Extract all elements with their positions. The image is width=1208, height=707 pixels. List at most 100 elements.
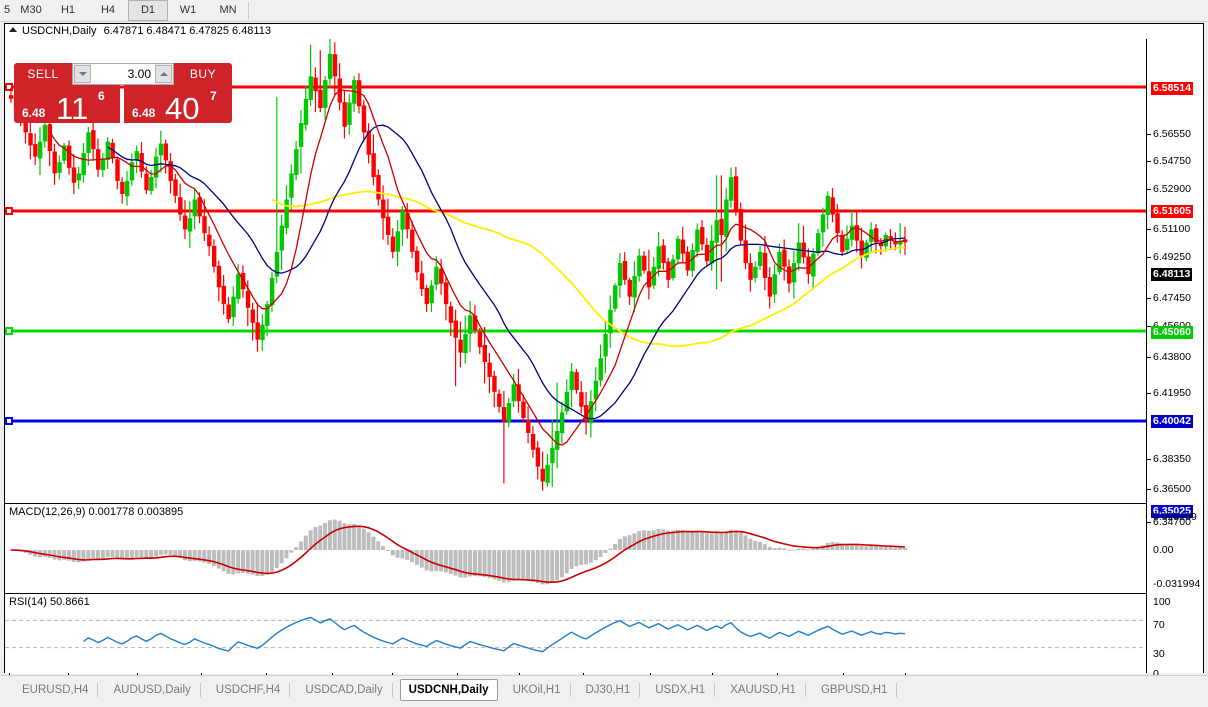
- rsi-scale-label: 70: [1153, 619, 1165, 631]
- price-tick-label: 6.47450: [1153, 292, 1191, 304]
- tab-separator: [289, 683, 291, 697]
- one-click-controls-row: SELL 3.00 BUY: [14, 63, 232, 85]
- price-tick: [1147, 298, 1151, 299]
- tab-separator: [804, 683, 806, 697]
- sell-price-prefix: 6.48: [22, 106, 46, 120]
- rsi-label: RSI(14) 50.8661: [9, 596, 90, 608]
- sell-price-fraction: 6: [98, 89, 105, 103]
- symbol-tab-audusd[interactable]: AUDUSD,Daily: [113, 684, 191, 696]
- ma-mid-line: [107, 124, 906, 420]
- price-tick: [1147, 357, 1151, 358]
- sell-price-main: 11: [56, 91, 89, 124]
- price-tick: [1147, 161, 1151, 162]
- symbol-tab-xauusd[interactable]: XAUUSD,H1: [730, 684, 796, 696]
- macd-scale-label: 0.025209: [1153, 511, 1197, 523]
- price-tick: [1147, 229, 1151, 230]
- rsi-scale-label: 0: [1153, 668, 1159, 680]
- chevron-up-icon: [159, 72, 168, 76]
- macd-signal-line: [10, 525, 906, 584]
- price-chip-red: 6.51605: [1151, 205, 1193, 218]
- chart-window: USDCNH,Daily 6.47871 6.48471 6.47825 6.48…: [4, 23, 1204, 687]
- symbol-tab-bar: EURUSD,H4 AUDUSD,Daily USDCHF,H4 USDCAD,Dai…: [0, 675, 1208, 707]
- macd-scale-label: -0.031994: [1153, 578, 1201, 590]
- tab-separator: [639, 683, 641, 697]
- price-tick-label: 6.34700: [1153, 516, 1191, 528]
- chart-title-bar: USDCNH,Daily 6.47871 6.48471 6.47825 6.48…: [5, 24, 1203, 39]
- timeframe-button-h4[interactable]: H4: [100, 4, 116, 16]
- price-chip-black: 6.48113: [1151, 268, 1193, 281]
- price-tick: [1147, 489, 1151, 490]
- price-tick: [1147, 257, 1151, 258]
- price-chip-blue: 6.35025: [1151, 505, 1193, 518]
- macd-plot: [9, 519, 907, 585]
- tab-separator: [391, 683, 393, 697]
- volume-input[interactable]: 3.00: [91, 64, 155, 84]
- price-chip-green: 6.45060: [1151, 326, 1193, 339]
- price-tick: [1147, 522, 1151, 523]
- volume-decrement-button[interactable]: [74, 65, 91, 83]
- macd-label: MACD(12,26,9) 0.001778 0.003895: [9, 506, 184, 518]
- macd-histogram: [9, 519, 907, 585]
- symbol-tab-ukoil[interactable]: UKOil,H1: [512, 684, 561, 696]
- timeframe-button-5[interactable]: 5: [3, 4, 11, 16]
- macd-pane[interactable]: MACD(12,26,9) 0.001778 0.003895: [5, 503, 1147, 594]
- level-line-resistance-lower[interactable]: [5, 207, 1147, 215]
- symbol-tab-dj30[interactable]: DJ30,H1: [585, 684, 631, 696]
- buy-button[interactable]: BUY: [174, 63, 232, 85]
- volume-stepper[interactable]: 3.00: [72, 63, 174, 85]
- sell-price-display[interactable]: 6.48 11 6: [14, 85, 120, 123]
- timeframe-button-h1[interactable]: H1: [60, 4, 76, 16]
- price-tick-label: 6.52900: [1153, 183, 1191, 195]
- volume-increment-button[interactable]: [155, 65, 172, 83]
- rsi-plot: [5, 616, 1147, 653]
- symbol-tab-gbpusd[interactable]: GBPUSD,H1: [820, 684, 888, 696]
- timeframe-button-w1[interactable]: W1: [179, 4, 197, 16]
- one-click-trading-panel[interactable]: SELL 3.00 BUY 6.48 11 6 6.48 40 7: [14, 63, 232, 123]
- ma-fast-line: [49, 89, 906, 446]
- timeframe-button-d1[interactable]: D1: [128, 0, 168, 21]
- chart-symbol-label: USDCNH,Daily: [22, 25, 97, 37]
- rsi-pane[interactable]: RSI(14) 50.8661: [5, 593, 1147, 674]
- price-tick-label: 6.49250: [1153, 251, 1191, 263]
- price-scale[interactable]: 6.56550 6.54750 6.52900 6.51100 6.49250 6.474…: [1146, 39, 1203, 679]
- level-line-support-blue-upper[interactable]: [5, 417, 1147, 425]
- rsi-scale-label: 100: [1153, 596, 1171, 608]
- collapse-triangle-icon[interactable]: [9, 27, 17, 32]
- symbol-tab-eurusd[interactable]: EURUSD,H4: [22, 684, 89, 696]
- price-tick-label: 6.38350: [1153, 453, 1191, 465]
- timeframe-button-m30[interactable]: M30: [20, 4, 42, 16]
- tab-separator: [199, 683, 201, 697]
- price-tick: [1147, 459, 1151, 460]
- symbol-tab-usdx[interactable]: USDX,H1: [655, 684, 706, 696]
- sell-button[interactable]: SELL: [14, 63, 72, 85]
- tab-separator: [714, 683, 716, 697]
- price-tick: [1147, 393, 1151, 394]
- price-pane[interactable]: [5, 39, 1147, 502]
- tab-separator: [569, 683, 571, 697]
- toolbar-separator: [248, 2, 249, 19]
- price-tick-label: 6.43800: [1153, 351, 1191, 363]
- price-tick: [1147, 134, 1151, 135]
- buy-price-display[interactable]: 6.48 40 7: [124, 85, 232, 123]
- price-tick: [1147, 189, 1151, 190]
- timeframe-toolbar: 5 M30 H1 H4 D1 W1 MN: [0, 0, 1208, 22]
- symbol-tab-usdcad[interactable]: USDCAD,Daily: [305, 684, 383, 696]
- price-chip-red: 6.58514: [1151, 82, 1193, 95]
- chart-ohlc-values: 6.47871 6.48471 6.47825 6.48113: [103, 25, 271, 37]
- macd-scale-label: 0.00: [1153, 544, 1174, 556]
- price-tick-label: 6.51100: [1153, 223, 1191, 235]
- candlestick-plot: [5, 39, 1147, 491]
- buy-price-prefix: 6.48: [132, 106, 156, 120]
- symbol-tab-usdchf[interactable]: USDCHF,H4: [215, 684, 281, 696]
- tab-separator: [896, 683, 898, 697]
- price-tick-label: 6.54750: [1153, 155, 1191, 167]
- timeframe-button-mn[interactable]: MN: [219, 4, 237, 16]
- price-chip-blue: 6.40042: [1151, 415, 1193, 428]
- buy-price-fraction: 7: [210, 89, 217, 103]
- rsi-scale-label: 30: [1153, 648, 1165, 660]
- chevron-down-icon: [78, 72, 87, 76]
- level-line-support-green[interactable]: [5, 327, 1147, 335]
- symbol-tab-usdcnh[interactable]: USDCNH,Daily: [399, 679, 498, 701]
- tab-separator: [97, 683, 99, 697]
